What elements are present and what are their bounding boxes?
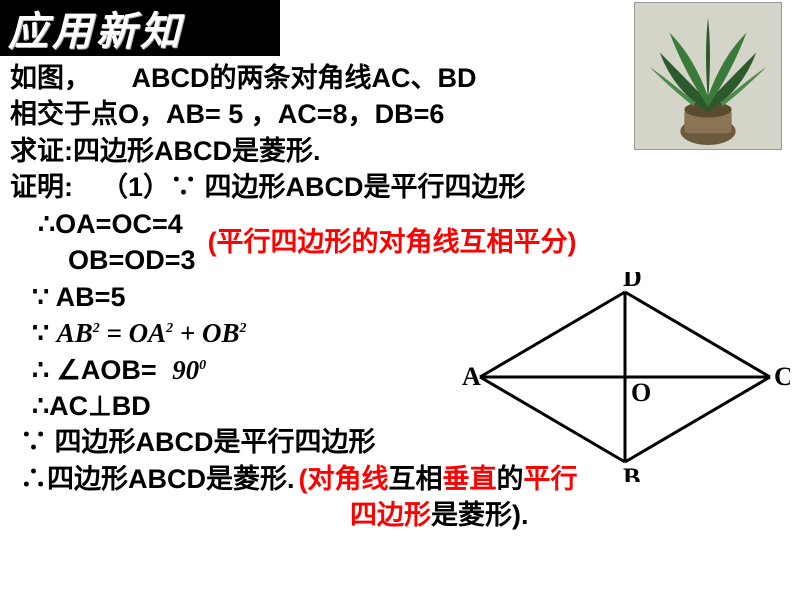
reason-8a: (对角线 (299, 464, 389, 494)
math-plus: + (173, 318, 202, 348)
math-ab: AB (57, 318, 93, 348)
svg-text:O: O (631, 378, 651, 407)
proof-step-4-prefix: ∵ (32, 318, 49, 348)
title-banner: 应用新知 (0, 0, 280, 56)
proof-step-2b: OB=OD=3 (10, 242, 196, 278)
problem-line-1: 如图， ABCD的两条对角线AC、BD (10, 60, 784, 96)
reason-8g: 是菱形). (431, 500, 529, 530)
proof-label-row: 证明: （1）∵ 四边形ABCD是平行四边形 (10, 169, 784, 205)
svg-text:C: C (774, 362, 790, 391)
proof-label: 证明: (10, 169, 73, 205)
math-ob: OB (202, 318, 240, 348)
reason-8b: 互相 (389, 464, 443, 494)
math-90: 90 (172, 355, 199, 385)
proof-step-8: ∴四边形ABCD是菱形. (20, 461, 295, 497)
math-exp-1: 2 (93, 321, 100, 336)
svg-text:D: D (623, 272, 642, 292)
proof-reason-8-line2: 四边形是菱形). (10, 497, 784, 533)
proof-step-2a: ∴OA=OC=4 (10, 206, 196, 242)
problem-line-3: 求证:四边形ABCD是菱形. (10, 133, 784, 169)
proof-step-2-row: ∴OA=OC=4 OB=OD=3 (平行四边形的对角线互相平分) (10, 206, 784, 279)
proof-step-5-prefix: ∴ ∠AOB= (32, 355, 157, 385)
proof-reason-2: (平行四边形的对角线互相平分) (208, 224, 577, 260)
math-eq: = (100, 318, 129, 348)
svg-text:A: A (462, 362, 481, 391)
math-exp-3: 2 (240, 321, 247, 336)
title-text: 应用新知 (8, 0, 184, 57)
proof-step-1: （1）∵ 四边形ABCD是平行四边形 (101, 169, 526, 205)
math-oa: OA (129, 318, 167, 348)
problem-line-2: 相交于点O，AB= 5 ，AC=8，DB=6 (10, 96, 784, 132)
reason-8f: 四边形 (350, 500, 431, 530)
geometry-diagram: A B C D O (460, 272, 790, 482)
svg-text:B: B (623, 463, 640, 482)
math-degree: 0 (199, 358, 206, 373)
